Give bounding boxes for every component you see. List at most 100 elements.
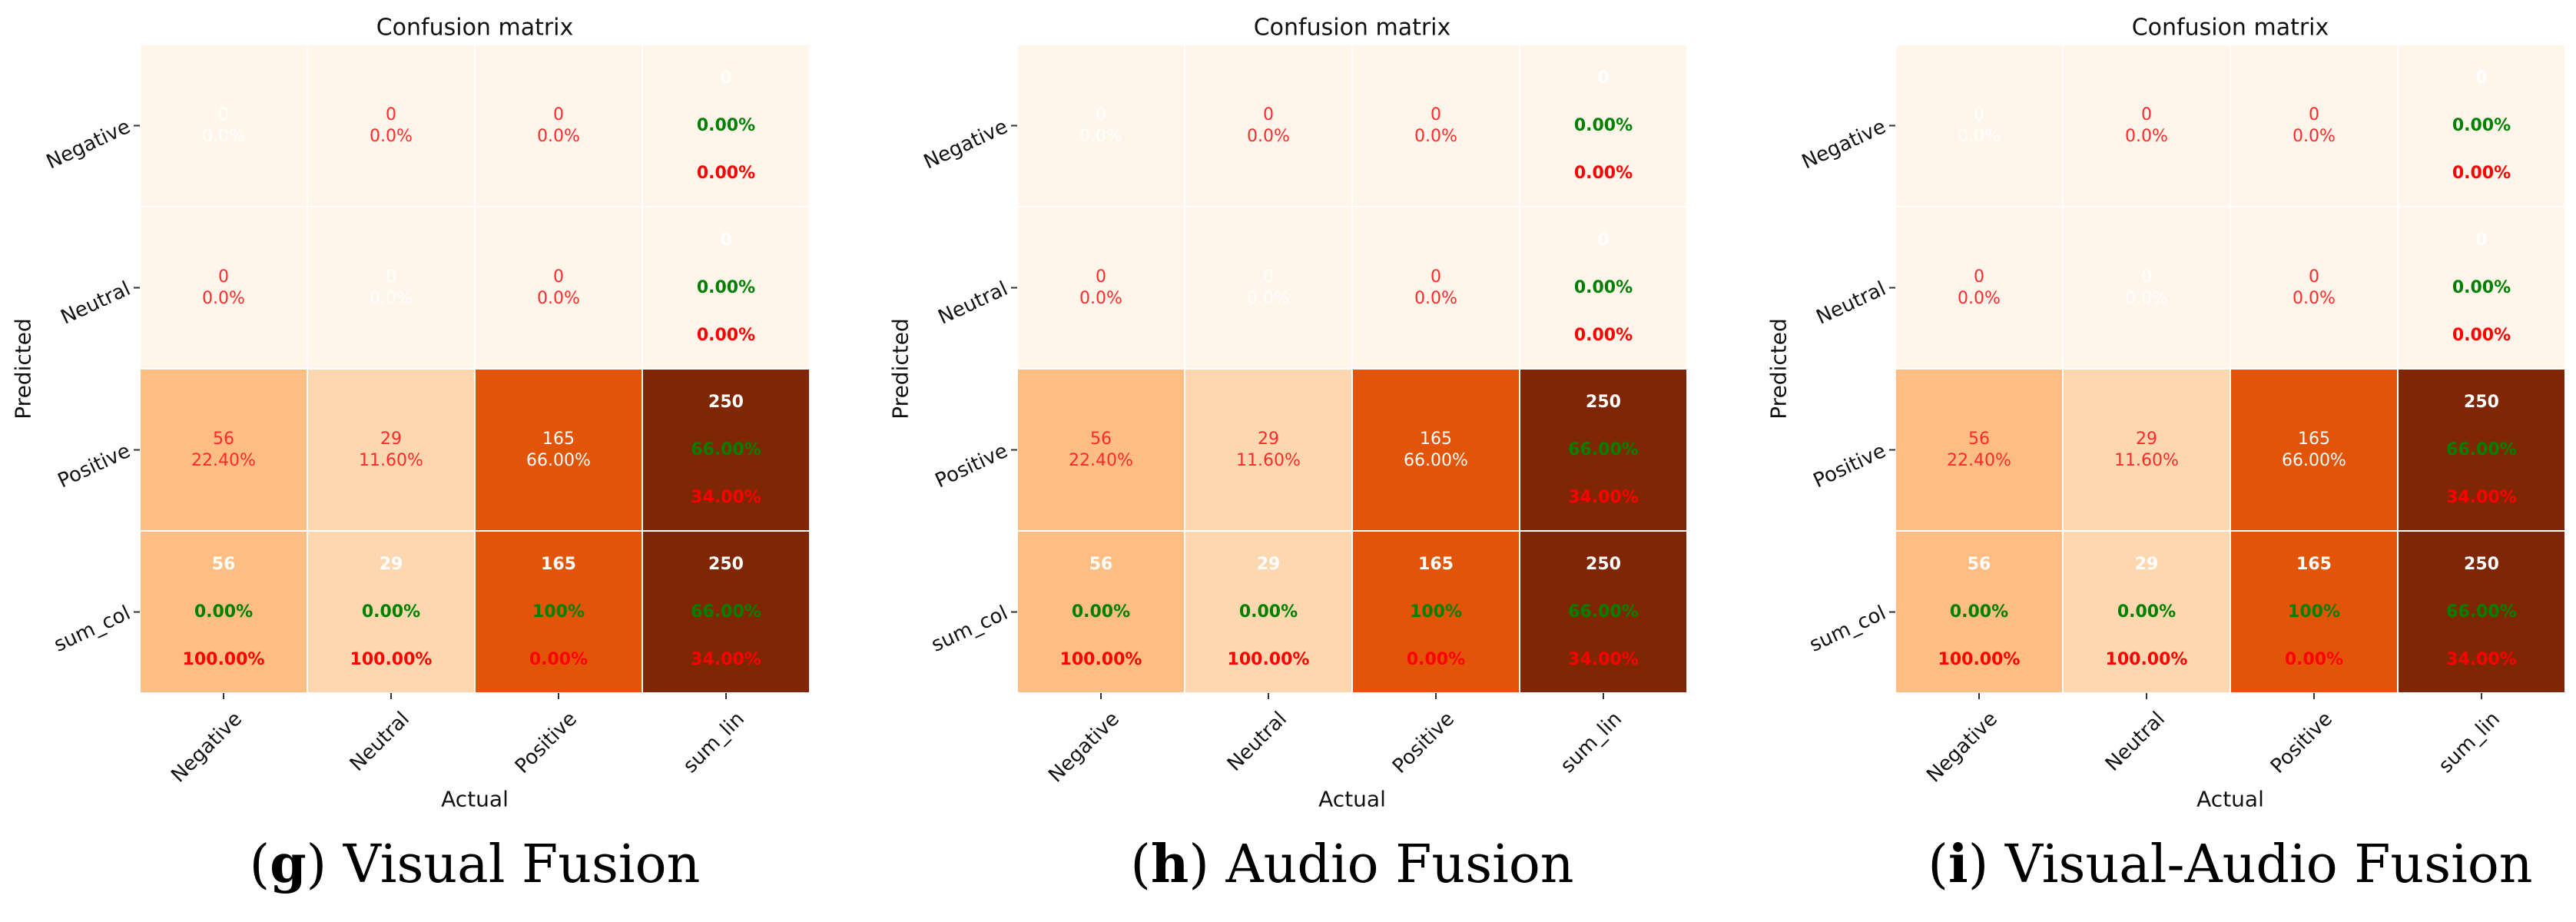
sum-lin-correct: 66.00% bbox=[2446, 440, 2517, 459]
heatmap-cell bbox=[2062, 44, 2231, 207]
cell-percent-label: 0.0% bbox=[1247, 127, 1290, 146]
heatmap-cell bbox=[2230, 44, 2399, 207]
heatmap-cell bbox=[1351, 44, 1520, 207]
sum-lin-correct: 0.00% bbox=[697, 116, 755, 135]
heatmap-cell bbox=[2230, 206, 2399, 370]
y-tick-label: Negative bbox=[920, 115, 1011, 174]
heatmap-cell bbox=[2397, 368, 2566, 532]
sum-lin-count: 0 bbox=[1597, 230, 1609, 250]
cell-count-label: 0 bbox=[2309, 105, 2319, 124]
x-tick-label: Neutral bbox=[2101, 708, 2170, 776]
cell-percent-label: 11.60% bbox=[1236, 451, 1301, 470]
cell-percent-label: 0.0% bbox=[202, 289, 245, 308]
chart-title: Confusion matrix bbox=[2132, 15, 2329, 41]
cell-count-label: 0 bbox=[1263, 105, 1274, 124]
chart-title: Confusion matrix bbox=[1254, 15, 1451, 41]
cell-percent-label: 0.0% bbox=[1247, 289, 1290, 308]
heatmap-cell bbox=[642, 368, 811, 532]
panel-caption: (g) Visual Fusion bbox=[250, 834, 701, 895]
sum-lin-count: 250 bbox=[1586, 393, 1621, 412]
y-tick-label: Positive bbox=[1810, 439, 1890, 493]
sum-col-count: 250 bbox=[2464, 555, 2499, 574]
cell-count-label: 56 bbox=[1090, 429, 1112, 449]
panel-caption: (i) Visual-Audio Fusion bbox=[1928, 834, 2532, 895]
caption-paren-close: ) bbox=[307, 834, 327, 895]
sum-col-correct: 0.00% bbox=[1950, 602, 2008, 622]
cell-count-label: 0 bbox=[1431, 267, 1441, 287]
heatmap-cell bbox=[2230, 530, 2399, 694]
caption-text: Visual Fusion bbox=[327, 834, 700, 895]
heatmap-cell bbox=[474, 368, 643, 532]
x-tick-label: sum_lin bbox=[1557, 708, 1626, 778]
sum-col-count: 29 bbox=[1257, 555, 1281, 574]
y-tick-label: Negative bbox=[43, 115, 134, 174]
cell-count-label: 29 bbox=[1258, 429, 1279, 449]
heatmap-cell bbox=[1184, 206, 1353, 370]
heatmap-cell bbox=[307, 368, 476, 532]
x-tick-label: Positive bbox=[1388, 708, 1459, 778]
heatmap-cell bbox=[139, 368, 308, 532]
x-tick-label: Neutral bbox=[1223, 708, 1291, 776]
cell-percent-label: 0.0% bbox=[1958, 289, 2001, 308]
cell-count-label: 29 bbox=[380, 429, 402, 449]
x-axis-label: Actual bbox=[2196, 787, 2264, 812]
heatmap-cell bbox=[1184, 368, 1353, 532]
heatmap-cell bbox=[2397, 206, 2566, 370]
caption-paren-open: ( bbox=[1928, 834, 1948, 895]
heatmap-cell bbox=[474, 206, 643, 370]
cell-percent-label: 0.0% bbox=[1079, 127, 1122, 146]
sum-col-count: 165 bbox=[541, 555, 576, 574]
cell-percent-label: 0.0% bbox=[1414, 289, 1457, 308]
sum-col-correct: 100% bbox=[1410, 602, 1462, 622]
cell-percent-label: 22.40% bbox=[191, 451, 256, 470]
sum-lin-error: 0.00% bbox=[697, 326, 755, 345]
heatmap-cell bbox=[1351, 206, 1520, 370]
cell-count-label: 0 bbox=[1974, 267, 1984, 287]
x-tick-label: sum_lin bbox=[679, 708, 749, 778]
y-tick-label: Neutral bbox=[58, 277, 134, 330]
sum-lin-count: 250 bbox=[708, 393, 744, 412]
x-tick-label: Positive bbox=[511, 708, 582, 778]
y-tick-label: Positive bbox=[55, 439, 134, 493]
sum-lin-count: 250 bbox=[2464, 393, 2499, 412]
cell-percent-label: 0.0% bbox=[2293, 289, 2336, 308]
cell-percent-label: 0.0% bbox=[2293, 127, 2336, 146]
cell-count-label: 0 bbox=[1974, 105, 1984, 124]
heatmap-cell bbox=[139, 530, 308, 694]
sum-lin-count: 0 bbox=[720, 230, 731, 250]
x-tick-label: Positive bbox=[2266, 708, 2337, 778]
heatmap-cell bbox=[1184, 530, 1353, 694]
chart-title: Confusion matrix bbox=[376, 15, 574, 41]
confusion-matrix-panel: Confusion matrix 0 0.0% 0 0.0% 0 0.0% 0 0.00% 0.0… bbox=[888, 15, 1688, 895]
sum-lin-error: 34.00% bbox=[2446, 488, 2517, 507]
sum-col-error: 0.00% bbox=[2285, 650, 2343, 669]
caption-paren-open: ( bbox=[250, 834, 270, 895]
cell-percent-label: 0.0% bbox=[1414, 127, 1457, 146]
x-tick-label: sum_lin bbox=[2435, 708, 2505, 778]
cell-count-label: 0 bbox=[1096, 267, 1106, 287]
cell-count-label: 0 bbox=[2309, 267, 2319, 287]
caption-text: Visual-Audio Fusion bbox=[1988, 834, 2532, 895]
caption-letter: g bbox=[270, 834, 307, 895]
heatmap-cell bbox=[1895, 530, 2064, 694]
sum-lin-error: 0.00% bbox=[2452, 326, 2511, 345]
confusion-matrix-panel: Confusion matrix 0 0.0% 0 0.0% 0 0.0% 0 0.00% 0.0… bbox=[11, 15, 811, 895]
y-axis-label: Predicted bbox=[888, 318, 913, 419]
sum-col-error: 100.00% bbox=[1060, 650, 1142, 669]
y-tick-label: Neutral bbox=[1813, 277, 1890, 330]
heatmap-cell bbox=[1016, 206, 1185, 370]
cell-percent-label: 0.0% bbox=[537, 289, 580, 308]
heatmap-cell bbox=[1519, 44, 1688, 207]
sum-col-error: 100.00% bbox=[1228, 650, 1310, 669]
confusion-matrix-panel: Confusion matrix 0 0.0% 0 0.0% 0 0.0% 0 0.00% 0.0… bbox=[1766, 15, 2566, 895]
sum-col-error: 34.00% bbox=[1568, 650, 1639, 669]
y-tick-label: sum_col bbox=[51, 602, 134, 657]
cell-percent-label: 0.0% bbox=[202, 127, 245, 146]
heatmap-cell bbox=[2230, 368, 2399, 532]
panel-caption: (h) Audio Fusion bbox=[1130, 834, 1573, 895]
heatmap-cell bbox=[2062, 530, 2231, 694]
sum-col-count: 250 bbox=[1586, 555, 1621, 574]
cell-count-label: 0 bbox=[2141, 105, 2152, 124]
sum-lin-count: 0 bbox=[2475, 68, 2487, 88]
sum-col-count: 56 bbox=[1968, 555, 1991, 574]
